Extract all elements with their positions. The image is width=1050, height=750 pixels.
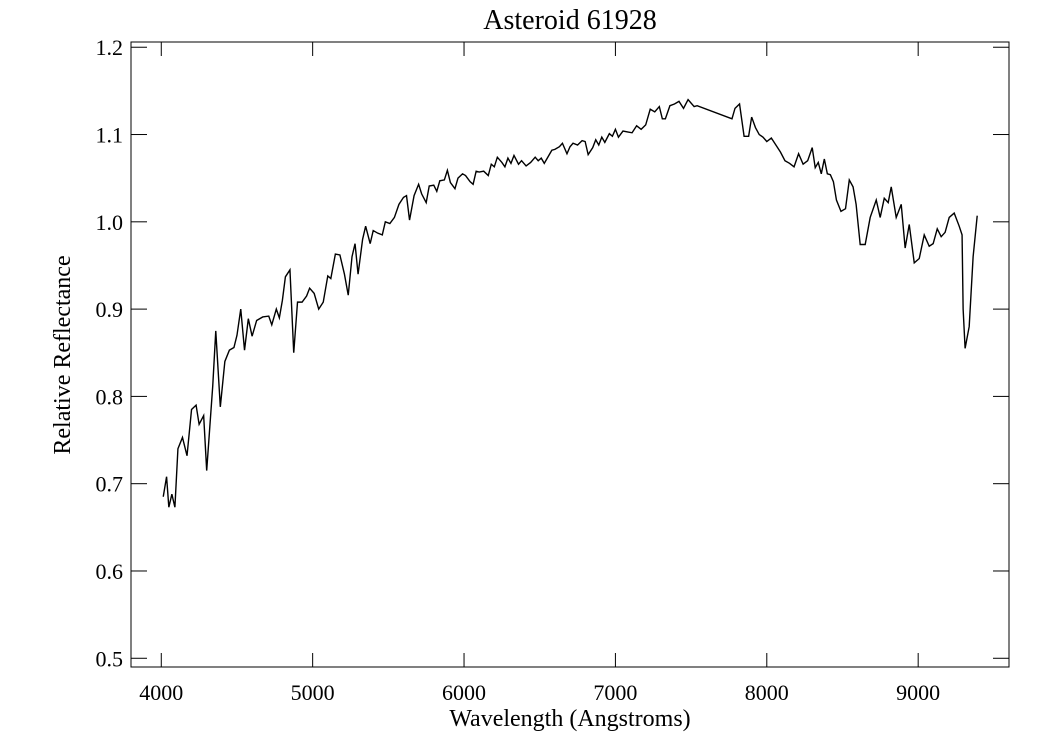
y-tick-label: 0.8 — [96, 384, 124, 409]
y-tick-label: 0.6 — [96, 559, 124, 584]
x-tick-label: 4000 — [139, 680, 183, 705]
y-axis-label: Relative Reflectance — [50, 255, 76, 454]
x-tick-label: 9000 — [896, 680, 940, 705]
y-tick-label: 1.1 — [96, 123, 124, 148]
x-tick-label: 7000 — [593, 680, 637, 705]
y-tick-label: 0.9 — [96, 297, 124, 322]
spectrum-line — [162, 98, 978, 508]
y-tick-label: 1.2 — [96, 35, 124, 60]
x-tick-label: 8000 — [745, 680, 789, 705]
plot-frame — [130, 41, 1010, 668]
x-tick-label: 6000 — [442, 680, 486, 705]
chart-title: Asteroid 61928 — [483, 5, 656, 36]
y-tick-label: 0.7 — [96, 472, 124, 497]
x-axis-label: Wavelength (Angstroms) — [449, 706, 690, 732]
y-tick-label: 1.0 — [96, 210, 124, 235]
y-tick-label: 0.5 — [96, 646, 124, 671]
x-tick-label: 5000 — [291, 680, 335, 705]
